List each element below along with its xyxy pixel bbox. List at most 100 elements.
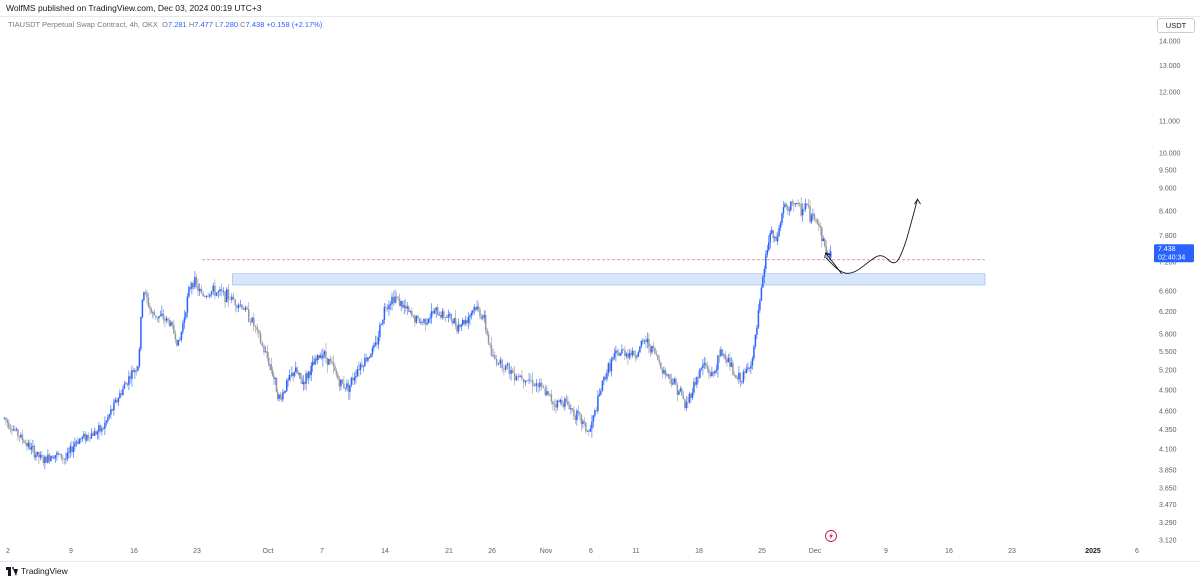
candle-body <box>741 381 743 383</box>
candle-body <box>810 215 813 222</box>
price-tick-label: 3.120 <box>1159 538 1177 545</box>
candle-body <box>793 203 795 205</box>
candle-body <box>227 289 230 300</box>
publish-text: WolfMS published on TradingView.com, Dec… <box>6 3 262 13</box>
candle-body <box>705 363 707 368</box>
candle-body <box>274 377 276 379</box>
candle-body <box>202 293 204 297</box>
candle-body <box>17 429 19 437</box>
candle-body <box>821 227 823 242</box>
candle-body <box>513 373 516 381</box>
candle-body <box>715 369 718 372</box>
candle-body <box>283 391 285 393</box>
candle-body <box>785 204 788 207</box>
price-tick-label: 3.290 <box>1159 520 1177 527</box>
candle-body <box>311 361 314 366</box>
candle-body <box>309 371 311 376</box>
candle-body <box>3 417 6 419</box>
candle-body <box>56 452 58 456</box>
candle-body <box>472 310 474 313</box>
candle-body <box>198 288 201 292</box>
candle-body <box>568 405 571 410</box>
candle-body <box>367 357 369 361</box>
price-tick-label: 8.400 <box>1159 208 1177 215</box>
candle-body <box>12 429 15 431</box>
candle-body <box>320 355 323 359</box>
candle-body <box>484 314 487 330</box>
candle-body <box>165 318 168 321</box>
candle-body <box>170 322 172 326</box>
lightning-icon[interactable] <box>825 530 837 542</box>
legend-change: +0.158 (+2.17%) <box>266 20 323 29</box>
time-tick-label: Dec <box>809 548 822 555</box>
candle-body <box>183 317 186 323</box>
candle-body <box>738 372 740 380</box>
candle-body <box>766 249 769 255</box>
candle-body <box>54 455 57 459</box>
candle-body <box>277 392 279 399</box>
candle-body <box>813 214 816 219</box>
candle-body <box>706 367 709 370</box>
time-tick-label: 25 <box>758 548 766 555</box>
candle-body <box>171 322 174 326</box>
candle-body <box>589 428 592 432</box>
candle-body <box>801 208 804 216</box>
candle-body <box>687 402 689 403</box>
candle-body <box>781 213 783 223</box>
candle-body <box>385 306 387 308</box>
candle-body <box>697 377 700 379</box>
candle-body <box>424 318 427 325</box>
candle-body <box>146 292 148 298</box>
publish-header: WolfMS published on TradingView.com, Dec… <box>0 0 1200 16</box>
candle-body <box>200 288 203 294</box>
candle-body <box>417 316 419 318</box>
chart-frame[interactable] <box>0 16 1200 562</box>
candle-body <box>232 296 235 300</box>
candle-body <box>298 373 301 375</box>
candle-body <box>609 363 611 372</box>
candle-body <box>526 380 529 382</box>
candle-body <box>292 372 294 376</box>
candle-body <box>818 223 820 226</box>
candle-body <box>293 372 296 376</box>
candle-body <box>364 357 366 367</box>
candle-body <box>600 390 602 395</box>
price-tick-label: 14.000 <box>1159 39 1181 46</box>
projection-left-curve[interactable] <box>825 252 842 275</box>
price-tick-label: 6.200 <box>1159 309 1177 316</box>
projection-curve[interactable] <box>825 198 918 274</box>
candle-body <box>192 283 195 288</box>
candle-body <box>574 415 577 421</box>
candle-body <box>718 355 721 357</box>
candle-body <box>368 357 371 359</box>
candle-body <box>20 434 22 438</box>
currency-button[interactable]: USDT <box>1157 18 1195 33</box>
candle-body <box>62 458 64 460</box>
price-tick-label: 3.650 <box>1159 485 1177 492</box>
tradingview-logo-icon <box>6 566 18 576</box>
candle-body <box>26 443 28 447</box>
candle-body <box>150 308 153 313</box>
candle-body <box>39 454 42 458</box>
candle-body <box>711 371 713 376</box>
footer-brand[interactable]: TradingView <box>6 566 68 576</box>
candle-body <box>153 312 156 316</box>
candle-body <box>359 364 362 371</box>
candle-body <box>564 398 566 407</box>
candle-body <box>291 372 293 376</box>
candle-body <box>685 402 688 408</box>
candle-body <box>102 428 105 430</box>
candle-body <box>222 291 225 293</box>
candle-body <box>155 315 157 318</box>
candle-body <box>537 383 539 388</box>
candle-body <box>32 446 34 448</box>
legend-open-key: O <box>162 20 168 29</box>
candle-body <box>195 277 198 285</box>
demand-zone-rectangle[interactable] <box>232 273 986 286</box>
candle-body <box>122 388 124 395</box>
candle-body <box>779 222 782 228</box>
candle-body <box>400 301 402 307</box>
candle-body <box>558 400 560 403</box>
candle-body <box>798 203 801 205</box>
